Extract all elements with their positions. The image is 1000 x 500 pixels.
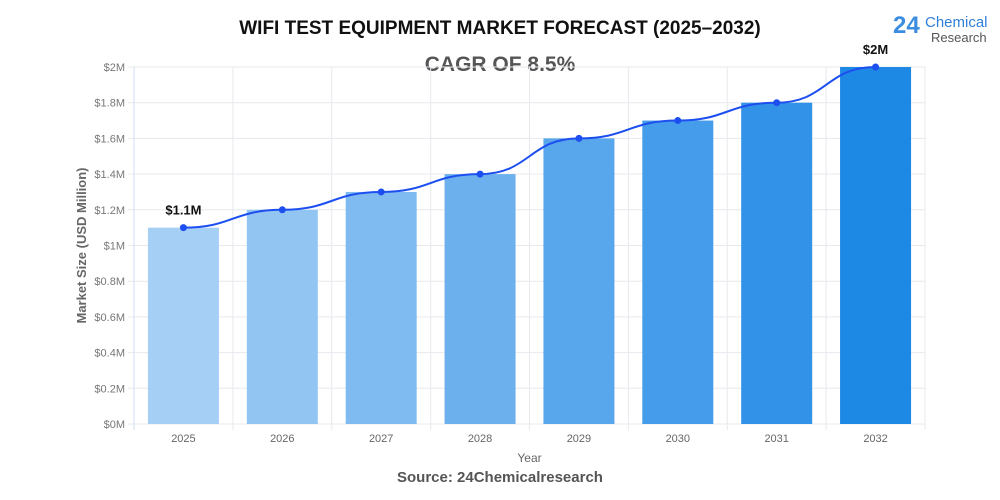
y-tick-label: $0M bbox=[104, 419, 125, 431]
y-tick-label: $0.4M bbox=[94, 348, 125, 360]
data-point bbox=[278, 206, 286, 214]
data-point bbox=[575, 134, 583, 142]
x-tick-label: 2032 bbox=[863, 433, 887, 445]
y-tick-label: $0.2M bbox=[94, 383, 125, 395]
data-point bbox=[872, 63, 880, 71]
data-point bbox=[476, 170, 484, 178]
x-tick-label: 2030 bbox=[666, 433, 690, 445]
y-tick-label: $1.2M bbox=[94, 205, 125, 217]
x-tick-label: 2028 bbox=[468, 433, 492, 445]
bar bbox=[345, 191, 417, 424]
logo: 24 Chemical Research bbox=[893, 12, 993, 45]
trend-line bbox=[183, 66, 876, 229]
y-tick-label: $0.6M bbox=[94, 312, 125, 324]
y-tick-label: $1.4M bbox=[94, 169, 125, 181]
data-point bbox=[674, 117, 682, 125]
bar bbox=[741, 102, 813, 424]
x-tick-label: 2031 bbox=[764, 433, 788, 445]
logo-line1: Chemical bbox=[925, 14, 988, 31]
x-tick-label: 2027 bbox=[369, 433, 393, 445]
chart-subtitle: CAGR OF 8.5% bbox=[424, 53, 576, 76]
y-tick-label: $0.8M bbox=[94, 276, 125, 288]
bar bbox=[444, 174, 516, 424]
x-tick-label: 2025 bbox=[171, 433, 195, 445]
logo-number: 24 bbox=[893, 12, 920, 39]
y-tick-label: $1M bbox=[104, 241, 125, 253]
data-point bbox=[773, 99, 781, 107]
y-tick-label: $1.6M bbox=[94, 133, 125, 145]
data-point bbox=[377, 188, 385, 196]
x-tick-label: 2029 bbox=[567, 433, 591, 445]
bar bbox=[543, 138, 615, 424]
data-point bbox=[179, 224, 187, 232]
bar bbox=[246, 209, 318, 424]
bar bbox=[840, 67, 912, 424]
chart-title: WIFI TEST EQUIPMENT MARKET FORECAST (202… bbox=[239, 18, 761, 39]
x-tick-label: 2026 bbox=[270, 433, 294, 445]
y-tick-label: $1.8M bbox=[94, 98, 125, 110]
bar bbox=[642, 120, 714, 425]
bar bbox=[147, 227, 219, 424]
y-tick-label: $2M bbox=[104, 62, 125, 74]
source-note: Source: 24Chemicalresearch bbox=[397, 469, 603, 486]
x-axis-title: Year bbox=[517, 451, 541, 465]
data-label: $1.1M bbox=[165, 203, 201, 218]
logo-line2: Research bbox=[931, 30, 987, 45]
y-axis-title: Market Size (USD Million) bbox=[74, 167, 89, 323]
data-label: $2M bbox=[863, 42, 888, 57]
